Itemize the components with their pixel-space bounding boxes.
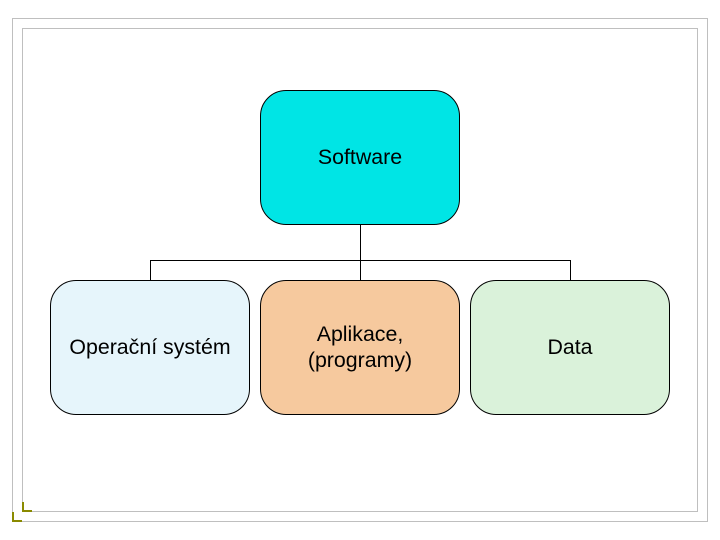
node-apps: Aplikace, (programy) (260, 280, 460, 415)
node-label: Operační systém (69, 335, 230, 361)
node-label: Aplikace, (programy) (308, 322, 412, 373)
connector-drop (570, 260, 571, 280)
node-os: Operační systém (50, 280, 250, 415)
diagram-canvas: Software Operační systém Aplikace, (prog… (0, 0, 720, 540)
frame-corner-accent (22, 502, 32, 512)
connector-trunk (360, 225, 361, 260)
frame-corner-accent (12, 512, 22, 522)
node-label-line: Aplikace, (317, 322, 404, 346)
connector-drop (150, 260, 151, 280)
node-label: Software (318, 145, 402, 171)
connector-drop (360, 260, 361, 280)
node-label-line: (programy) (308, 348, 412, 372)
node-data: Data (470, 280, 670, 415)
node-label: Data (547, 335, 592, 361)
node-software: Software (260, 90, 460, 225)
